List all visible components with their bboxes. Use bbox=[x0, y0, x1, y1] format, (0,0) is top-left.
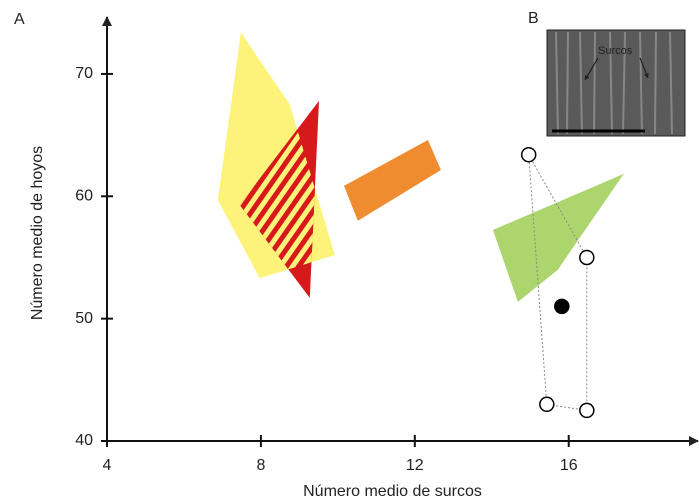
point bbox=[579, 249, 595, 266]
x-tick-label: 8 bbox=[256, 457, 265, 474]
point bbox=[520, 146, 537, 163]
plot-area: 4 8 12 16 40 50 60 70 Número medio de surcos Núme… bbox=[29, 16, 699, 500]
texture bbox=[555, 31, 673, 135]
point bbox=[554, 298, 570, 315]
point bbox=[539, 396, 555, 413]
x-axis-label: Número medio de surcos bbox=[303, 483, 482, 500]
region bbox=[344, 140, 441, 221]
y-tick-label: 40 bbox=[75, 432, 93, 449]
inset-annotation: Surcos bbox=[598, 45, 633, 57]
inset-image bbox=[546, 29, 686, 137]
y-tick-label: 50 bbox=[75, 310, 93, 327]
y-tick-label: 70 bbox=[75, 65, 93, 82]
overlap-hatch bbox=[239, 100, 320, 279]
x-tick-label: 16 bbox=[560, 457, 578, 474]
inset-label: B bbox=[528, 10, 539, 27]
x-tick-label: 4 bbox=[103, 457, 112, 474]
region bbox=[492, 173, 624, 302]
arrow bbox=[584, 57, 599, 81]
y-axis-label: Número medio de hoyos bbox=[29, 146, 46, 320]
y-tick-label: 60 bbox=[75, 188, 93, 205]
panel-label: A bbox=[14, 11, 25, 28]
x-tick-label: 12 bbox=[406, 457, 424, 474]
point bbox=[579, 402, 595, 419]
arrow bbox=[639, 57, 649, 79]
inset: B Surcos bbox=[528, 10, 686, 137]
